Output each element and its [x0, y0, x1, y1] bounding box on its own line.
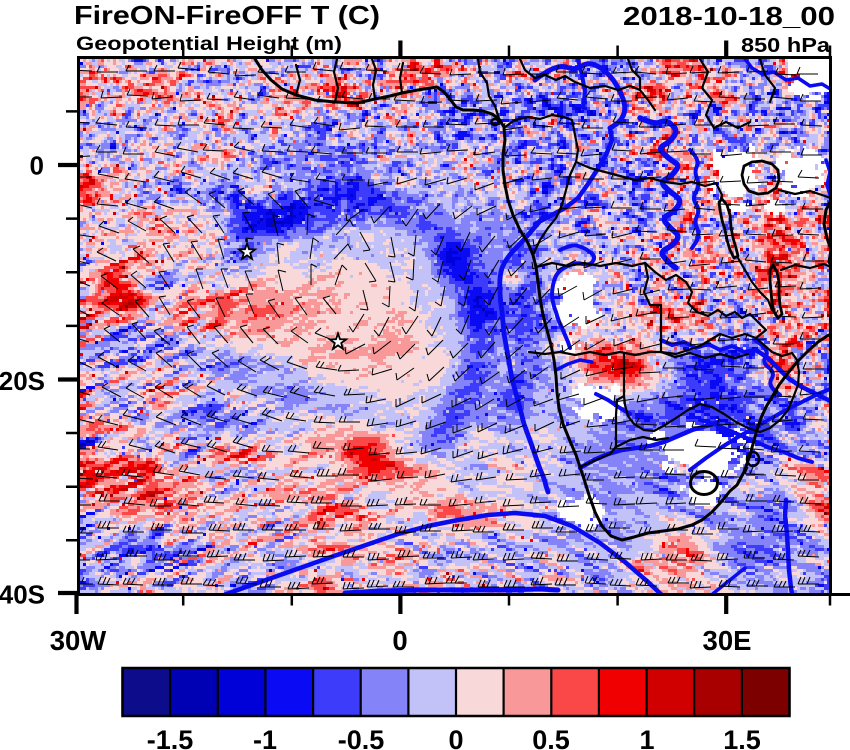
svg-text:Geopotential Height (m): Geopotential Height (m) [76, 33, 342, 55]
svg-text:-1.5: -1.5 [147, 725, 194, 750]
svg-text:0: 0 [30, 151, 44, 181]
svg-text:30E: 30E [703, 625, 752, 656]
svg-text:1.5: 1.5 [723, 725, 761, 750]
svg-text:0: 0 [448, 725, 463, 750]
svg-text:-0.5: -0.5 [338, 725, 385, 750]
svg-text:1: 1 [639, 725, 654, 750]
svg-text:2018-10-18_00: 2018-10-18_00 [623, 1, 835, 31]
svg-text:30W: 30W [50, 625, 107, 656]
svg-text:850 hPa: 850 hPa [741, 35, 831, 57]
svg-text:40S: 40S [0, 580, 45, 610]
svg-text:FireON-FireOFF T (C): FireON-FireOFF T (C) [74, 0, 380, 30]
svg-text:-1: -1 [253, 725, 277, 750]
svg-text:20S: 20S [0, 366, 45, 396]
svg-text:0.5: 0.5 [532, 725, 570, 750]
svg-text:0: 0 [392, 625, 407, 656]
